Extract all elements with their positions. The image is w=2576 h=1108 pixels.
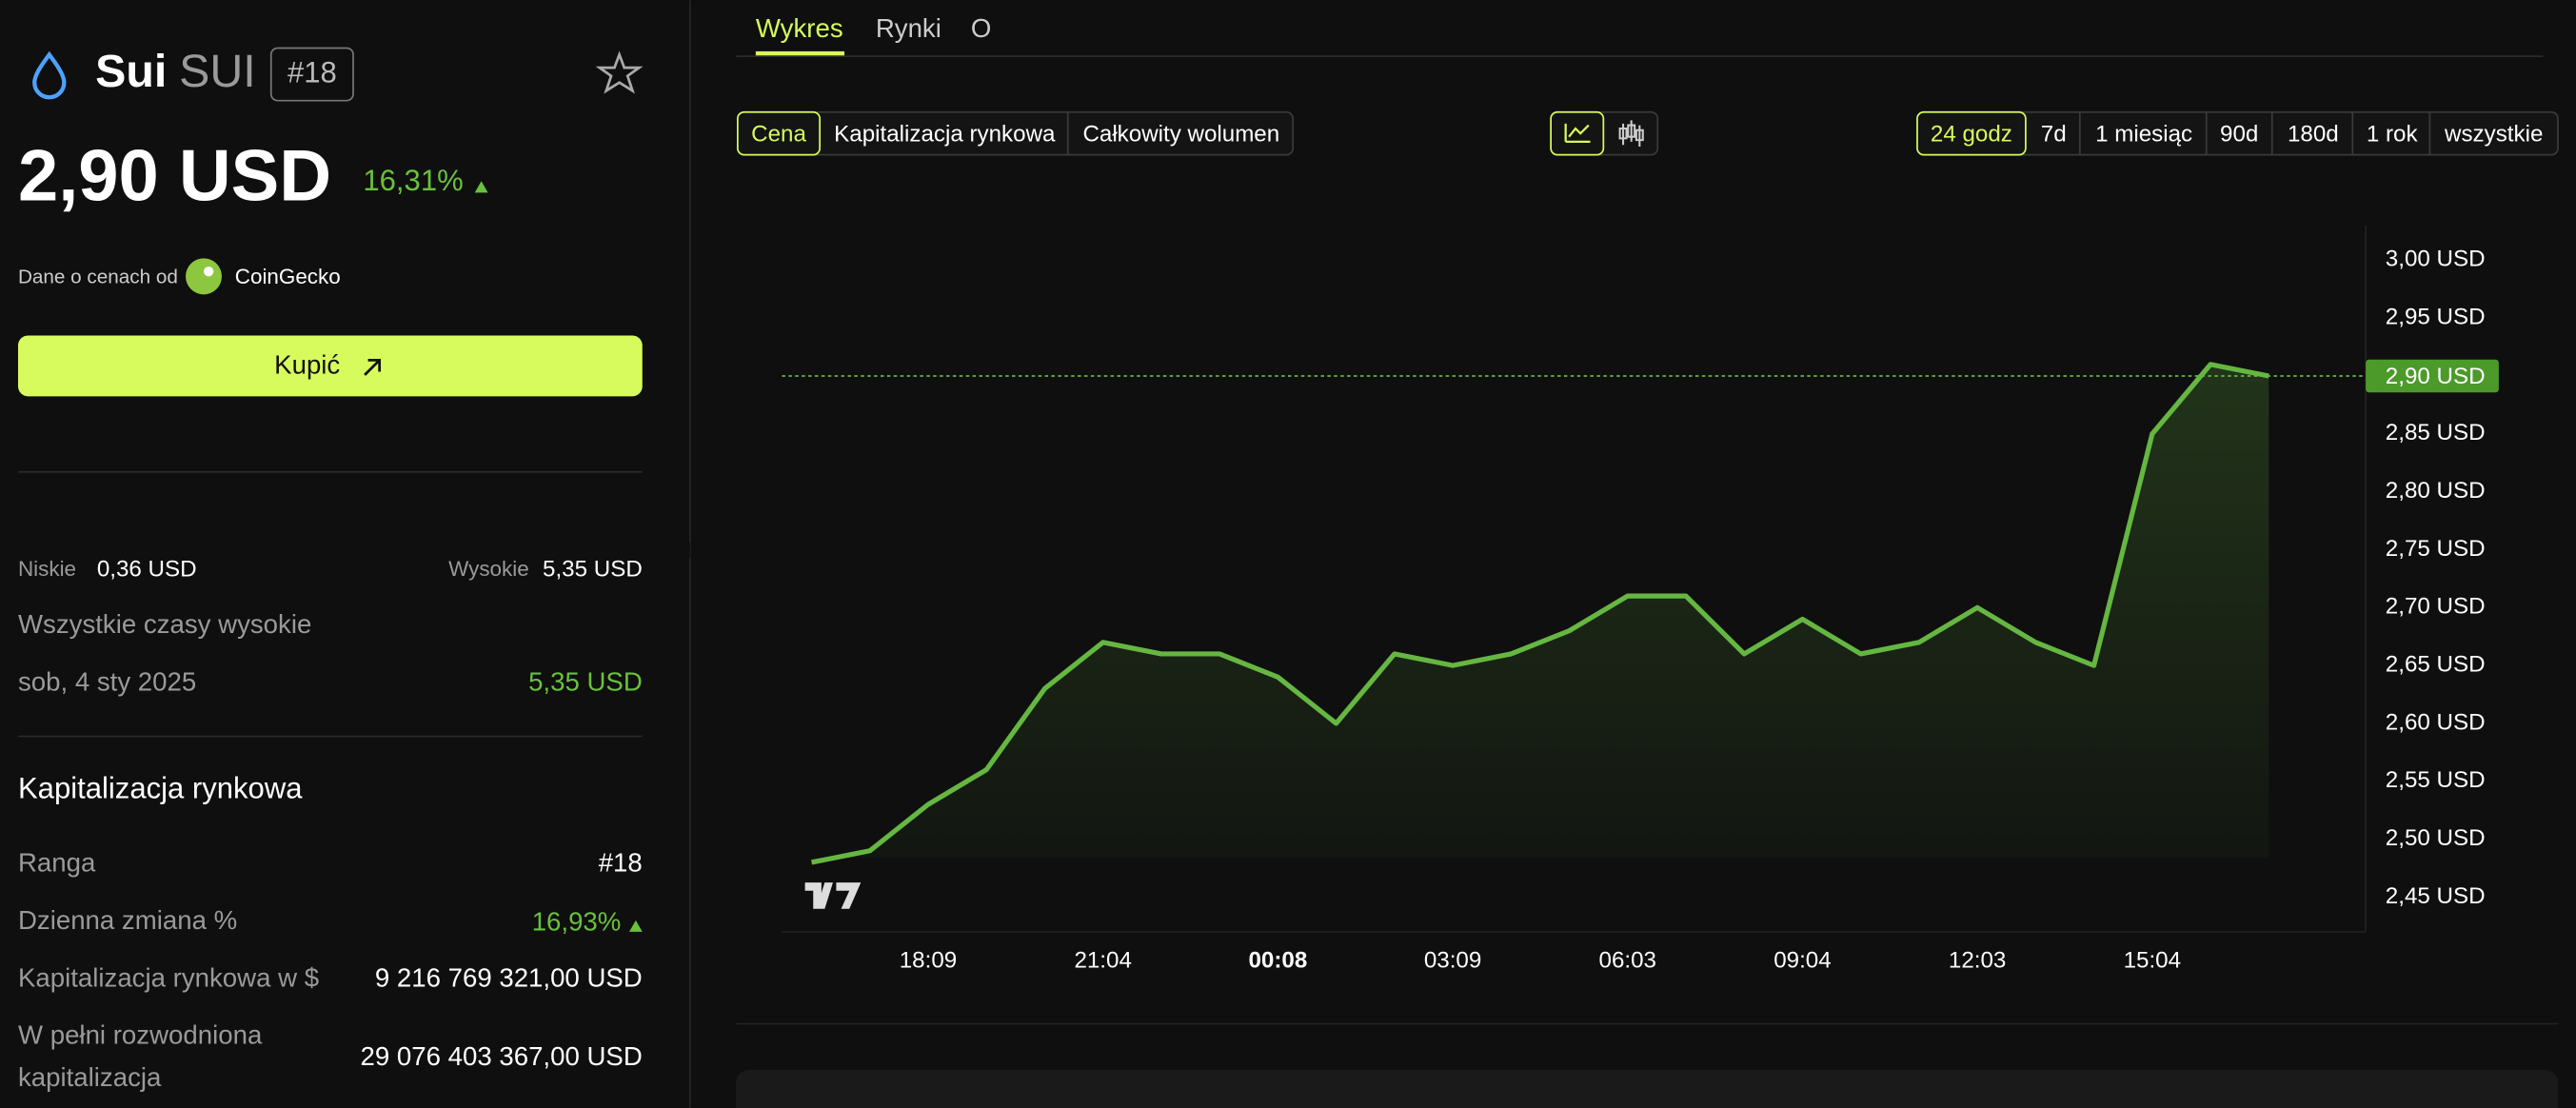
y-tick-label: 2,45 USD [2386,883,2486,909]
ath-label: Wszystkie czasy wysokie [18,609,311,639]
row-value: #18 [599,847,643,877]
button-label[interactable]: 1 rok [2367,121,2419,147]
up-arrow [628,920,643,932]
tradingview-logo [804,882,862,909]
candle-icon[interactable] [1618,120,1644,148]
x-tick-label: 18:09 [900,947,957,973]
tab[interactable]: O [971,13,991,43]
rank-badge [269,47,354,102]
x-tick-label: 00:08 [1248,947,1307,973]
ath-date: sob, 4 sty 2025 [18,667,196,697]
y-tick-label: 2,80 USD [2386,478,2486,504]
y-tick-label: 3,00 USD [2386,247,2486,272]
price-line [811,362,2269,865]
external-arrow [364,358,382,376]
button-label[interactable]: 7d [2041,121,2067,147]
scroll-clip [0,542,690,558]
source-label: Dane o cenach od [18,267,178,288]
tab[interactable]: Rynki [876,13,941,43]
button[interactable] [737,110,822,156]
tab[interactable]: Wykres [756,13,843,43]
current-price-badge [2366,359,2499,393]
coingecko-logo [186,258,222,295]
y-tick-label: 2,75 USD [2386,536,2486,562]
x-tick-label: 21:04 [1074,947,1131,973]
x-tick-label: 06:03 [1599,947,1656,973]
row-label: Ranga [18,847,96,877]
y-tick-label: 2,65 USD [2386,652,2486,678]
x-tick-label: 12:03 [1949,947,2006,973]
button-label[interactable]: 90d [2220,121,2258,147]
favorite-star[interactable] [595,50,644,94]
y-tick-label: 2,85 USD [2386,420,2486,445]
plot: 2,45 USD 2,50 USD 2,55 USD 2,60 USD 2,65 USD… [782,247,2499,973]
current-price-label: 2,90 USD [2386,364,2486,389]
line-icon [1564,123,1591,143]
price: 2,90 USD [18,135,331,216]
row-label: Kapitalizacja rynkowa w $ [18,962,319,992]
coin-name: Sui [95,46,167,97]
sui-logo [32,50,67,100]
button-label[interactable]: Kapitalizacja rynkowa [834,121,1056,147]
ath-value: 5,35 USD [528,667,643,697]
row-label: W pełni rozwodniona kapitalizacja [17,1021,263,1094]
y-tick-label: 2,70 USD [2386,594,2486,620]
x-tick-label: 09:04 [1773,947,1831,973]
line-chart-button[interactable] [1550,110,1605,156]
button-label[interactable]: 24 godz [1931,121,2012,147]
button-label[interactable]: wszystkie [2444,121,2543,147]
rank: #18 [287,55,337,89]
buy-button[interactable] [17,335,643,397]
button-label[interactable]: 180d [2288,121,2339,147]
low-value: 0,36 USD [97,557,197,583]
low-label: Niskie [18,557,76,581]
coin-symbol: SUI [179,46,256,97]
button-label[interactable]: Cena [751,121,806,147]
up-arrow [474,181,488,193]
area [811,364,2269,862]
row-label-box: W pełni rozwodniona kapitalizacja [17,1021,263,1094]
tab-underline [755,50,845,57]
y-tick-label: 2,50 USD [2386,825,2486,851]
y-tick-label: 2,60 USD [2386,709,2486,735]
buy-label[interactable]: Kupić [274,350,340,380]
x-tick-label: 03:09 [1424,947,1481,973]
source[interactable]: CoinGecko [235,265,341,288]
button-label[interactable]: 1 miesiąc [2095,121,2192,147]
high-label: Wysokie [448,557,529,581]
row-label: Dzienna zmiana % [18,905,237,935]
panel [736,1069,2559,1108]
coingecko-eye [203,266,214,277]
row-value: 29 076 403 367,00 USD [361,1041,643,1071]
row-value: 9 216 769 321,00 USD [375,962,643,992]
button-label[interactable]: Całkowity wolumen [1082,121,1279,147]
section-title: Kapitalizacja rynkowa [18,772,303,805]
button[interactable] [1916,110,2027,156]
price-change: 16,31% [363,164,463,197]
y-tick-label: 2,55 USD [2386,767,2486,793]
row-value: 16,93% [532,907,622,937]
high-value: 5,35 USD [543,557,643,583]
y-tick-label: 2,95 USD [2386,305,2486,330]
x-tick-label: 15:04 [2124,947,2181,973]
